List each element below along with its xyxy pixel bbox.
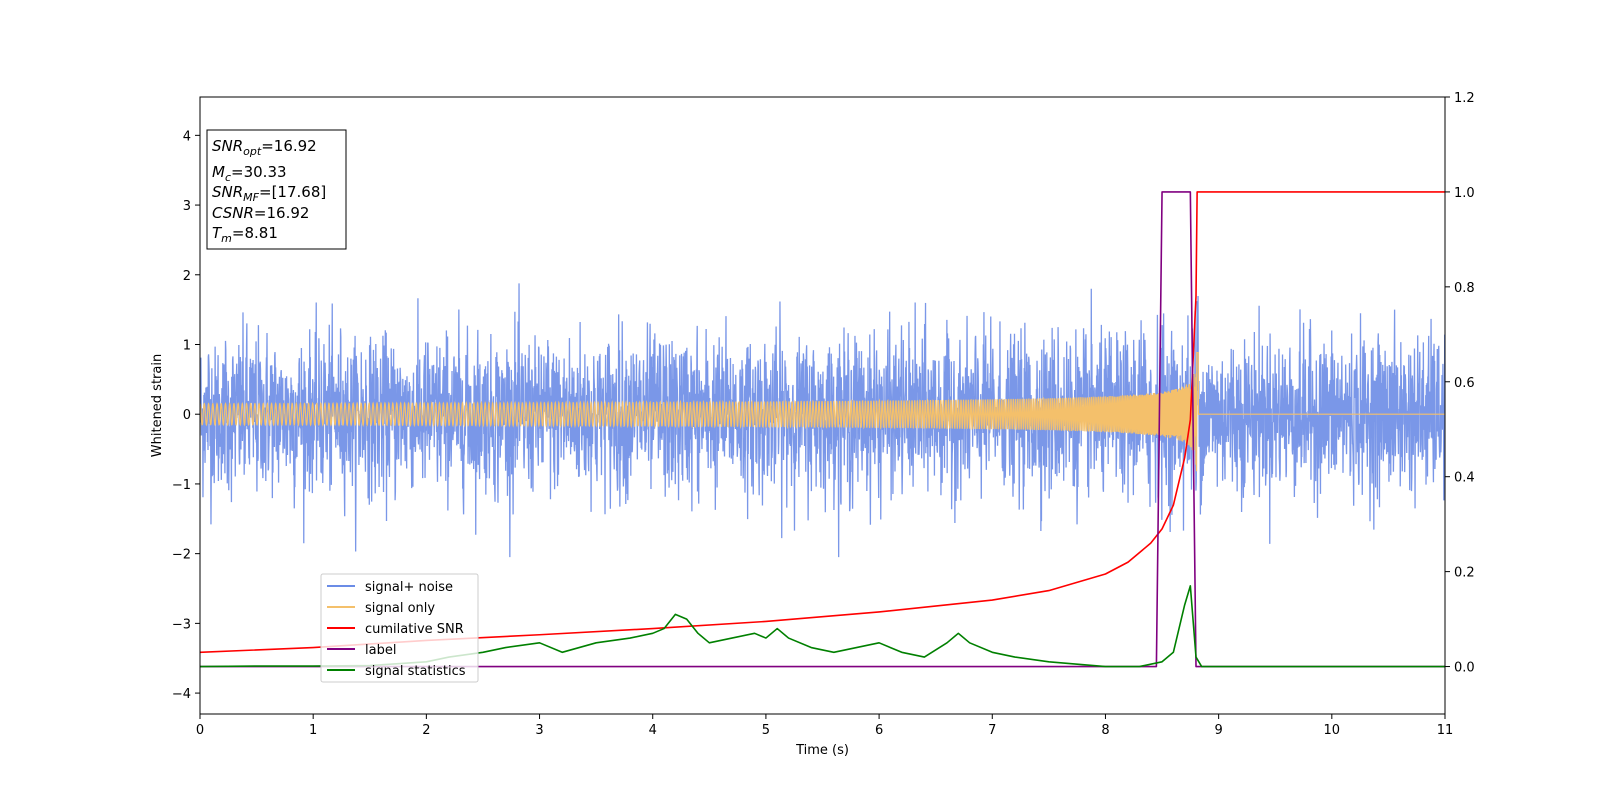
info-symbol: SNR xyxy=(212,183,243,201)
axes: 0 1 2 3 4 5 6 7 8 9 10 11 −4 −3 −2 −1 0 1 2 3 4 0.0 0.2 0.4 0.6 0… xyxy=(150,91,1475,758)
legend-frame xyxy=(320,573,479,683)
y-tick-label: −1 xyxy=(172,478,191,493)
info-value: =[17.68] xyxy=(259,183,326,201)
x-tick-label: 0 xyxy=(196,723,204,738)
cumulative-snr-line xyxy=(200,191,1445,654)
info-snr-mf: SNRMF=[17.68] xyxy=(212,183,326,204)
y-tick-label: −3 xyxy=(172,617,191,632)
signal-only-line xyxy=(200,352,1445,472)
info-symbol: M xyxy=(212,163,225,181)
y-tick-label: −4 xyxy=(172,687,191,702)
info-value: =8.81 xyxy=(232,224,278,242)
legend-label: label xyxy=(365,643,396,658)
info-subscript: c xyxy=(225,171,231,184)
info-box-frame xyxy=(206,129,347,250)
y-tick-label: 2 xyxy=(183,269,191,284)
x-tick-label: 7 xyxy=(988,723,996,738)
info-subscript: opt xyxy=(243,145,262,158)
legend: signal+ noise signal only cumilative SNR la… xyxy=(320,573,479,683)
legend-label: signal statistics xyxy=(365,664,466,679)
info-box: SNRopt=16.92Mc=30.33SNRMF=[17.68]CSNR=16… xyxy=(206,129,347,250)
x-tick-label: 6 xyxy=(875,723,883,738)
y2-tick-label: 1.0 xyxy=(1454,186,1475,201)
info-value: =30.33 xyxy=(231,163,287,181)
x-tick-label: 5 xyxy=(762,723,770,738)
info-value: =16.92 xyxy=(254,204,310,222)
info-subscript: MF xyxy=(243,191,259,204)
y2-tick-label: 1.2 xyxy=(1454,91,1475,106)
y2-tick-label: 0.0 xyxy=(1454,661,1475,676)
y-tick-label: 0 xyxy=(183,408,191,423)
info-symbol: SNR xyxy=(212,137,243,155)
info-tm: Tm=8.81 xyxy=(212,224,278,245)
y-tick-label: 4 xyxy=(183,129,191,144)
x-tick-label: 10 xyxy=(1324,723,1341,738)
y-axis-label: Whitened strain xyxy=(150,354,165,457)
y2-tick-label: 0.2 xyxy=(1454,566,1475,581)
y-tick-label: −2 xyxy=(172,548,191,563)
info-subscript: m xyxy=(221,232,232,245)
x-tick-label: 11 xyxy=(1437,723,1454,738)
y2-tick-label: 0.6 xyxy=(1454,376,1475,391)
x-tick-label: 9 xyxy=(1214,723,1222,738)
info-snr-opt: SNRopt=16.92 xyxy=(212,137,317,158)
info-symbol: T xyxy=(212,224,223,242)
x-tick-label: 3 xyxy=(535,723,543,738)
y-tick-label: 1 xyxy=(183,338,191,353)
info-mc: Mc=30.33 xyxy=(212,163,287,184)
legend-label: signal+ noise xyxy=(365,580,453,595)
y2-tick-label: 0.4 xyxy=(1454,471,1475,486)
y2-tick-label: 0.8 xyxy=(1454,281,1475,296)
x-tick-label: 2 xyxy=(422,723,430,738)
x-tick-label: 1 xyxy=(309,723,317,738)
signal-statistics-line xyxy=(200,585,1445,668)
x-tick-label: 8 xyxy=(1101,723,1109,738)
legend-label: cumilative SNR xyxy=(365,622,464,637)
y-tick-label: 3 xyxy=(183,199,191,214)
plot-area xyxy=(200,191,1445,668)
info-csnr: CSNR=16.92 xyxy=(212,204,309,222)
x-axis-label: Time (s) xyxy=(795,743,849,758)
plot-frame xyxy=(199,96,1446,715)
legend-label: signal only xyxy=(365,601,435,616)
x-tick-label: 4 xyxy=(649,723,657,738)
info-value: =16.92 xyxy=(261,137,317,155)
info-symbol: CSNR xyxy=(212,204,254,222)
